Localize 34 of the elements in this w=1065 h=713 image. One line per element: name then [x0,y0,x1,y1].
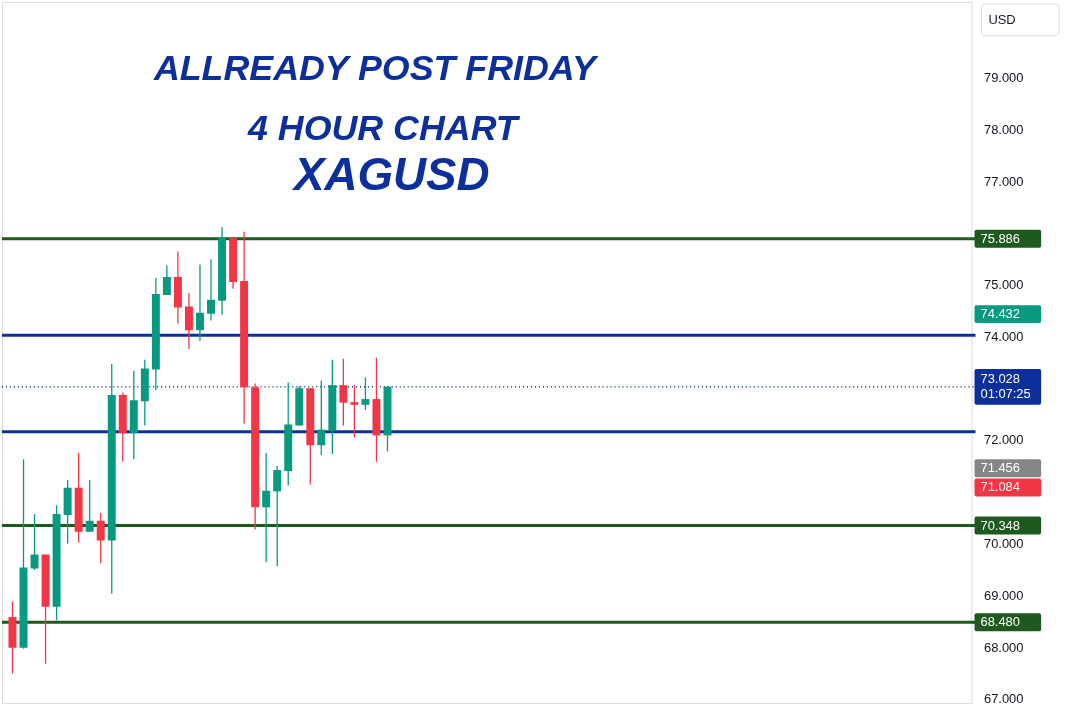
ref-line-label: 70.348 [980,517,1020,533]
y-tick-label: 75.000 [983,277,1024,293]
candlestick [273,465,282,567]
candlestick [207,258,215,322]
ref-line-label: 68.480 [980,614,1020,630]
y-tick-label: 72.000 [983,432,1024,448]
text: USD [988,11,1016,27]
candlestick [85,479,94,533]
y-tick-label: 68.000 [983,639,1024,655]
candlestick [262,452,271,563]
text: 71.456 [980,460,1020,476]
ref-line-label: 75.886 [980,230,1020,246]
y-tick-label: 74.000 [983,328,1024,344]
text: 74.432 [980,306,1020,322]
candlestick [96,512,105,564]
y-tick-label: 79.000 [983,70,1024,86]
candlestick [317,379,326,456]
text: 71.084 [980,479,1020,495]
candlestick [184,292,193,350]
candlestick [339,358,348,427]
candlestick [350,384,359,439]
y-tick-label: 78.000 [983,121,1024,137]
candlestick [30,513,39,571]
y-tick-label: 67.000 [983,691,1024,707]
annotation: XAGUSD [290,148,490,200]
y-tick-label: 69.000 [983,587,1024,603]
text: ALLREADY POST FRIDAY [152,47,600,88]
candlestick [196,263,204,342]
y-tick-label: 70.000 [983,536,1024,552]
text: 4 HOUR CHART [246,108,521,149]
candlestick [361,376,370,411]
y-tick-label: 77.000 [983,173,1024,189]
ref-line-label: 73.028 01:07:25 [980,370,1031,401]
candlestick [162,264,171,296]
